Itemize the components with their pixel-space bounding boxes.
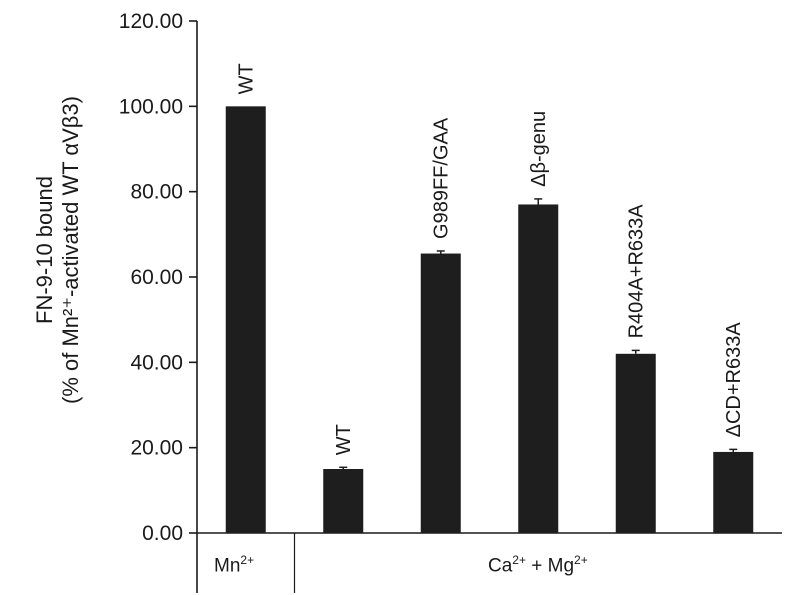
- y-tick-label: 40.00: [130, 351, 183, 374]
- bar: [713, 451, 754, 533]
- bar-category-label: Δβ-genu: [528, 111, 550, 187]
- bar-category-label: G989FF/GAA: [431, 117, 453, 239]
- category-labels: WT WT G989FF/GAA Δβ-genu R404A+R633A ΔCD+R633…: [236, 63, 746, 455]
- y-tick-label: 120.00: [119, 10, 183, 33]
- group-label-mn: Mn2+: [214, 553, 255, 577]
- y-axis-label-line1: FN-9-10 bound: [32, 176, 57, 324]
- y-tick-label: 60.00: [130, 266, 183, 289]
- bar: [323, 469, 364, 533]
- y-tick-label: 100.00: [119, 95, 183, 118]
- chart-axes: 0.00 20.00 40.00 60.00 80.00 100.00 120.00: [119, 10, 782, 593]
- y-axis-label-line2: (% of Mn²⁺-activated WT αVβ3): [58, 96, 83, 404]
- bar: [225, 106, 266, 533]
- chart-bars: [225, 106, 754, 534]
- bar: [518, 204, 559, 533]
- bar-category-label: WT: [333, 424, 355, 455]
- y-tick-label: 20.00: [130, 437, 183, 460]
- y-tick-label: 0.00: [142, 522, 183, 545]
- y-tick-label: 80.00: [130, 181, 183, 204]
- bar: [615, 353, 656, 533]
- group-label-ca-mg: Ca2+ + Mg2+: [488, 553, 588, 577]
- bar: [420, 253, 461, 534]
- bar-category-label: WT: [236, 63, 258, 94]
- bar-category-label: R404A+R633A: [626, 204, 648, 339]
- y-axis-label: FN-9-10 bound (% of Mn²⁺-activated WT αV…: [32, 85, 84, 415]
- bar-category-label: ΔCD+R633A: [723, 322, 745, 438]
